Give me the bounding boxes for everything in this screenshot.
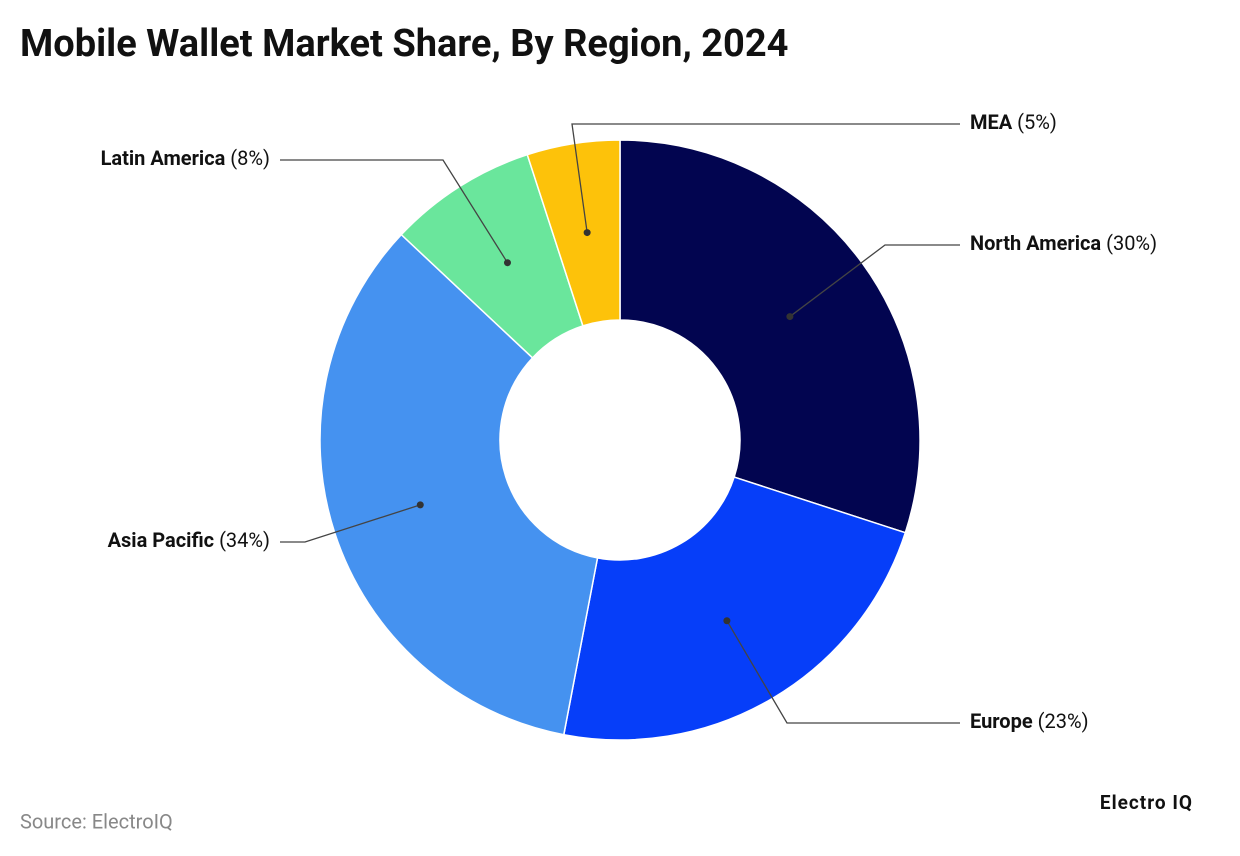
- leader-dot: [503, 259, 511, 267]
- slice: [526, 139, 621, 327]
- slice: [562, 476, 907, 741]
- slice-label: Europe (23%): [970, 709, 1089, 733]
- label-value: (5%): [1017, 110, 1057, 134]
- label-value: (30%): [1106, 231, 1157, 255]
- source: Source: ElectroIQ: [20, 809, 173, 833]
- leader-line: [789, 244, 960, 318]
- label-name: North America: [970, 231, 1101, 255]
- label-value: (8%): [230, 146, 270, 170]
- leader-dot: [723, 617, 731, 625]
- label-name: Asia Pacific: [108, 528, 215, 552]
- brand: Electro IQ: [1100, 791, 1193, 814]
- leader-line: [571, 123, 960, 233]
- label-value: (23%): [1038, 709, 1089, 733]
- slice-label: MEA (5%): [970, 110, 1057, 134]
- label-name: Latin America: [101, 146, 226, 170]
- slice-label: Asia Pacific (34%): [108, 528, 270, 552]
- leader-line: [280, 159, 509, 264]
- label-value: (34%): [219, 528, 270, 552]
- leader-dot: [416, 501, 424, 509]
- slice-label: Latin America (8%): [101, 146, 270, 170]
- slice: [619, 139, 921, 534]
- leader-line: [726, 620, 960, 724]
- leader-dot: [583, 229, 591, 237]
- label-name: Europe: [970, 709, 1033, 733]
- leader-dot: [786, 313, 794, 321]
- chart-title: Mobile Wallet Market Share, By Region, 2…: [20, 22, 788, 66]
- leader-line: [280, 504, 421, 543]
- slice: [319, 233, 599, 736]
- label-name: MEA: [970, 110, 1013, 134]
- slice-label: North America (30%): [970, 231, 1157, 255]
